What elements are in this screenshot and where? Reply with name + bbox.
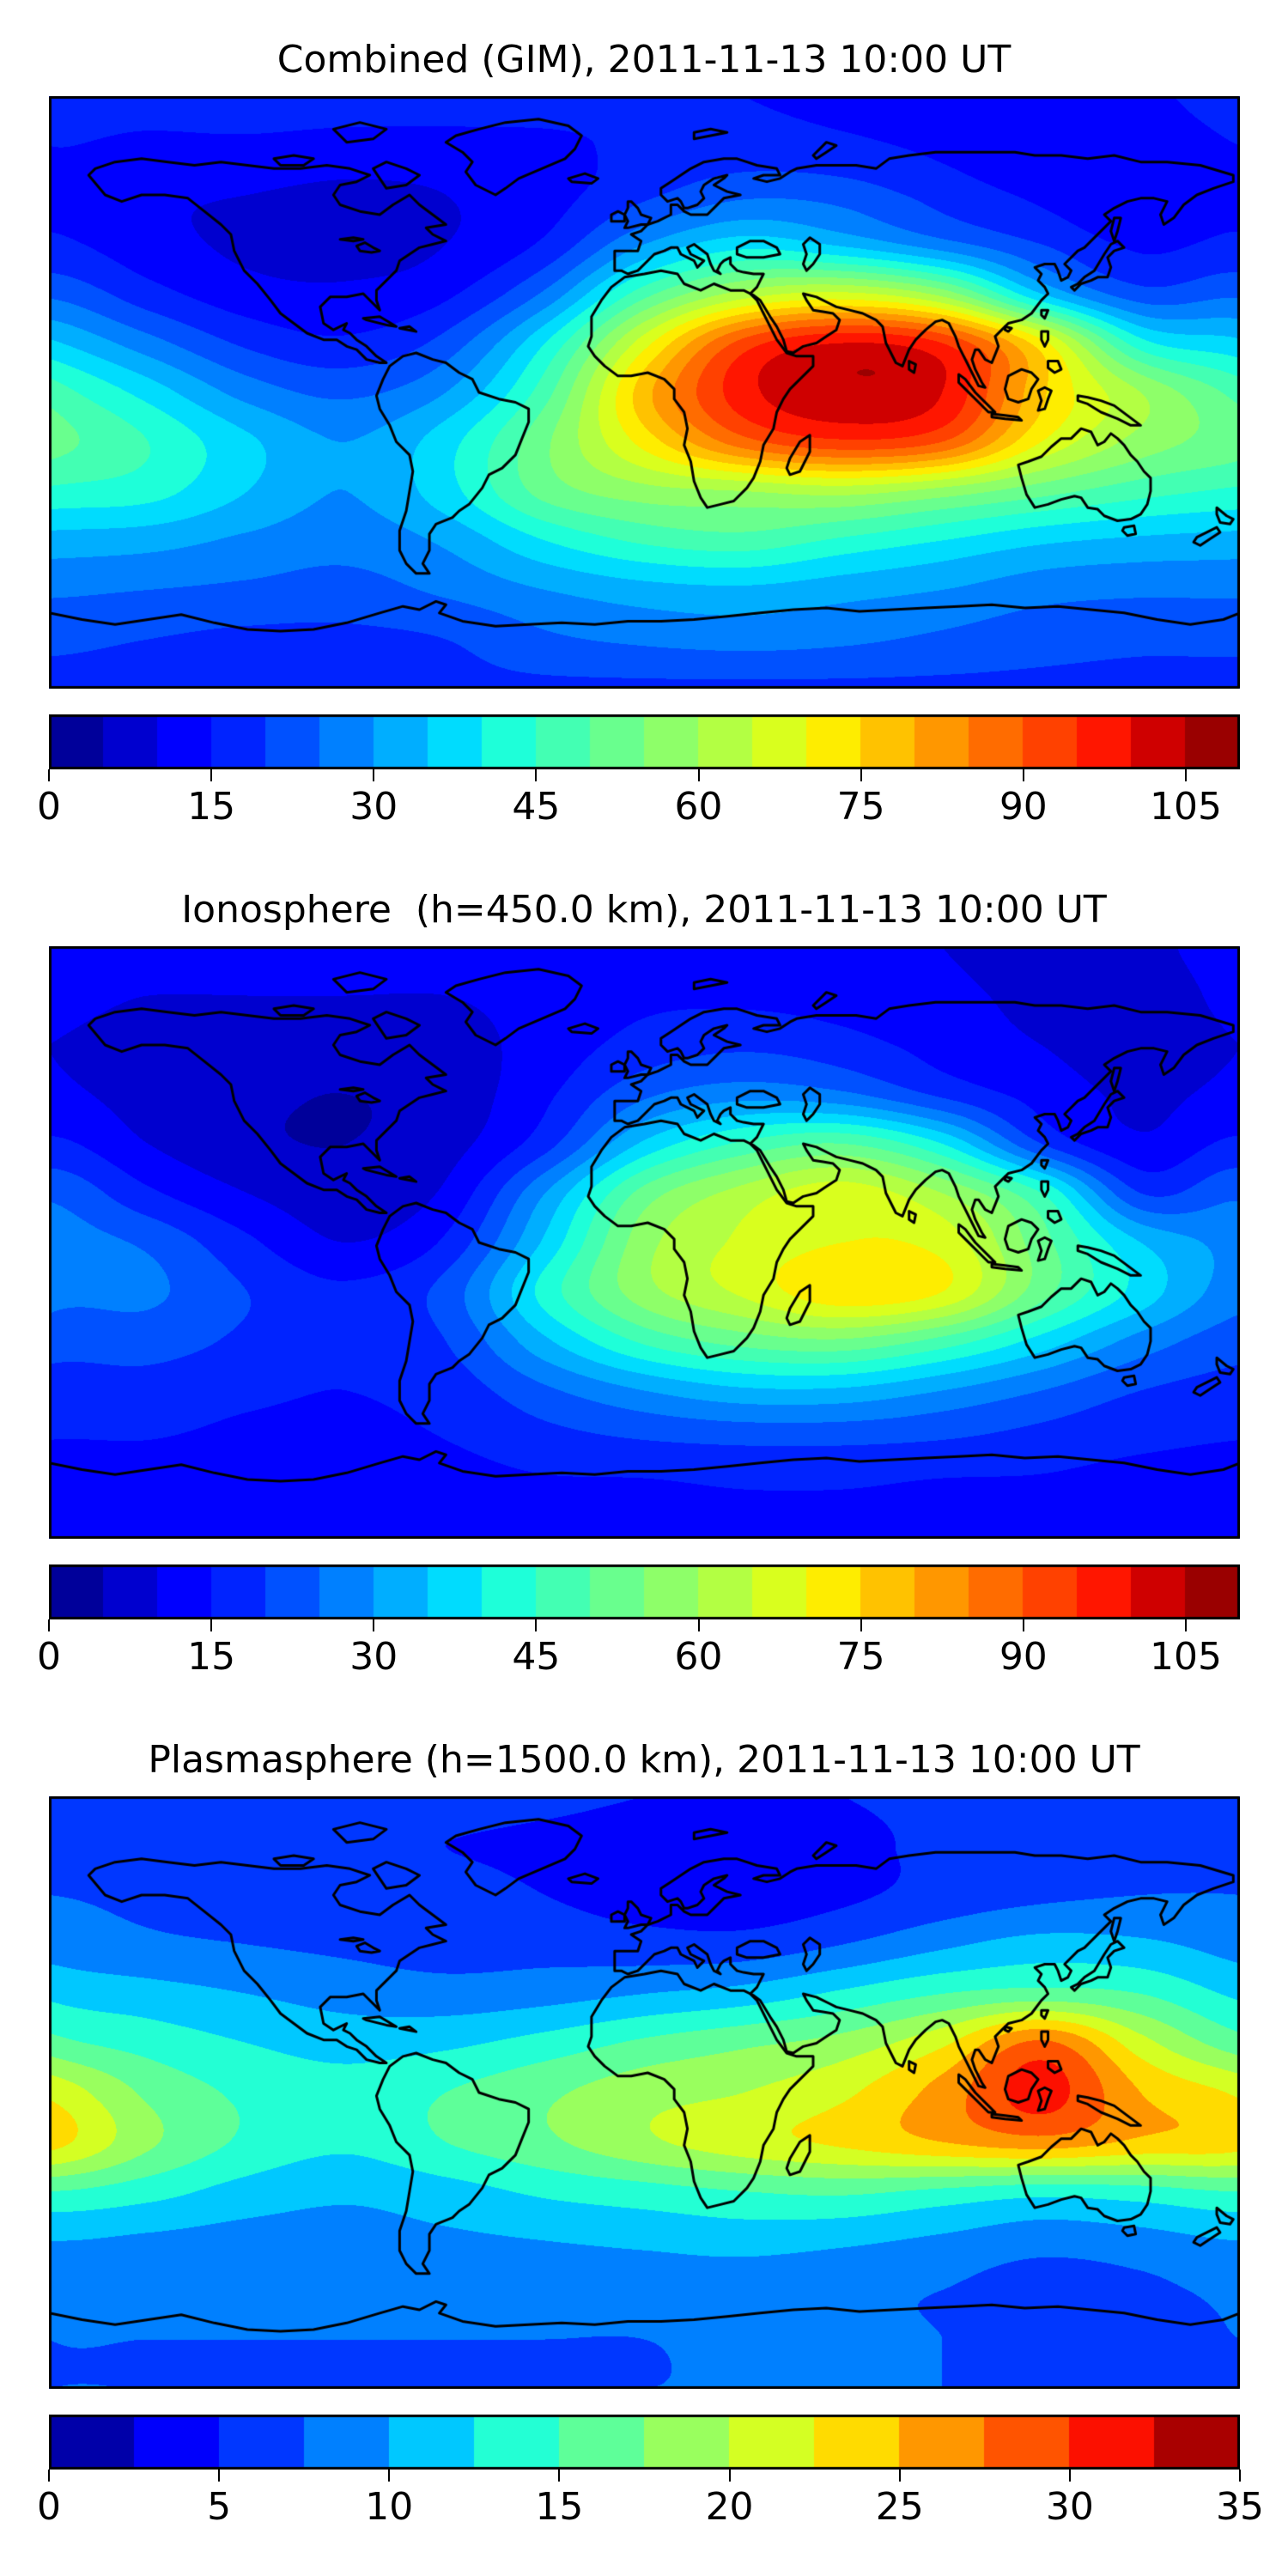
colorbar-tick-label: 45 <box>512 785 561 829</box>
colorbar-tick-label: 5 <box>207 2485 232 2529</box>
colorbar-tick-label: 90 <box>999 785 1048 829</box>
colorbar-tick <box>48 1619 50 1631</box>
colorbar-tick-label: 15 <box>187 785 236 829</box>
colorbar-tick-label: 15 <box>187 1635 236 1679</box>
colorbar-tick <box>210 769 213 781</box>
colorbar-tick <box>218 2470 221 2482</box>
colorbar-tick-label: 30 <box>349 785 398 829</box>
colorbar-tick-label: 75 <box>836 1635 885 1679</box>
colorbar-ionosphere <box>49 1564 1240 1619</box>
colorbar-tick-label: 30 <box>1045 2485 1094 2529</box>
colorbar-tick <box>388 2470 391 2482</box>
colorbar-tick <box>535 769 538 781</box>
colorbar-tick-label: 60 <box>674 785 723 829</box>
colorbar-tick-label: 90 <box>999 1635 1048 1679</box>
colorbar-tick-label: 0 <box>37 1635 61 1679</box>
colorbar-tick-label: 105 <box>1149 785 1222 829</box>
colorbar-tick-label: 0 <box>37 2485 61 2529</box>
panel-title-combined: Combined (GIM), 2011-11-13 10:00 UT <box>276 38 1012 82</box>
colorbar-tick-label: 45 <box>512 1635 561 1679</box>
colorbar-tick-label: 30 <box>349 1635 398 1679</box>
colorbar-tick <box>48 769 50 781</box>
colorbar-tick <box>697 769 700 781</box>
map-plasmasphere <box>49 1796 1240 2389</box>
panel-title-ionosphere: Ionosphere (h=450.0 km), 2011-11-13 10:0… <box>181 888 1107 932</box>
colorbar-tick-label: 20 <box>705 2485 754 2529</box>
colorbar-tick <box>558 2470 561 2482</box>
colorbar-tick <box>728 2470 731 2482</box>
colorbar-tick <box>1022 1619 1024 1631</box>
colorbar-tick <box>860 1619 862 1631</box>
colorbar-tick <box>1068 2470 1071 2482</box>
colorbar-plasmasphere <box>49 2415 1240 2470</box>
colorbar-tick <box>1022 769 1024 781</box>
colorbar-tick-label: 105 <box>1149 1635 1222 1679</box>
colorbar-tick-label: 60 <box>674 1635 723 1679</box>
colorbar-tick <box>210 1619 213 1631</box>
colorbar-tick <box>860 769 862 781</box>
colorbar-tick-label: 0 <box>37 785 61 829</box>
colorbar-tick-label: 15 <box>535 2485 584 2529</box>
colorbar-combined <box>49 714 1240 769</box>
colorbar-tick <box>48 2470 50 2482</box>
colorbar-tick <box>1184 769 1187 781</box>
colorbar-tick <box>697 1619 700 1631</box>
colorbar-tick-label: 25 <box>875 2485 924 2529</box>
panel-title-plasmasphere: Plasmasphere (h=1500.0 km), 2011-11-13 1… <box>148 1738 1140 1782</box>
map-combined <box>49 96 1240 689</box>
colorbar-tick <box>898 2470 901 2482</box>
colorbar-tick <box>1184 1619 1187 1631</box>
colorbar-tick-label: 75 <box>836 785 885 829</box>
colorbar-tick <box>1239 2470 1241 2482</box>
colorbar-tick <box>373 1619 375 1631</box>
map-ionosphere <box>49 946 1240 1539</box>
colorbar-tick <box>373 769 375 781</box>
colorbar-tick-label: 35 <box>1216 2485 1264 2529</box>
colorbar-tick-label: 10 <box>365 2485 414 2529</box>
colorbar-tick <box>535 1619 538 1631</box>
